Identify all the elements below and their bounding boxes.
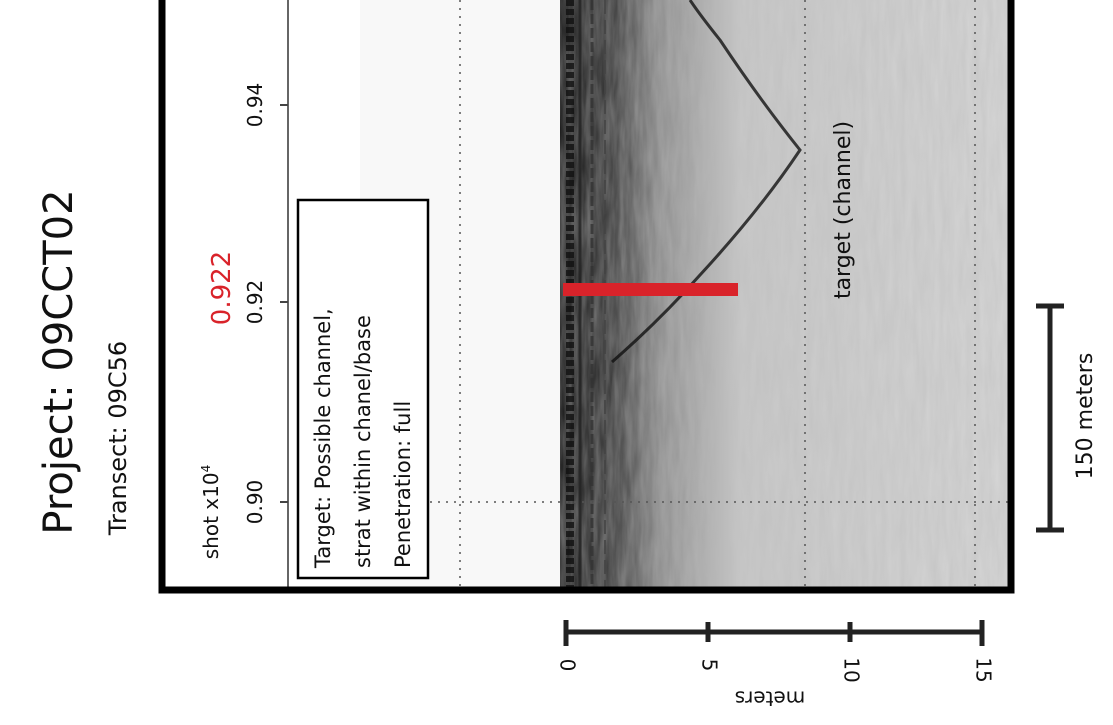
depth-tick-label: 15 [972, 657, 996, 682]
scale-bar-label: 150 meters [1073, 353, 1098, 480]
depth-axis [563, 620, 985, 646]
target-annotation: target (channel) [831, 121, 856, 299]
panel-frame [158, 0, 1015, 594]
shot-axis-label: shot x104 [199, 465, 223, 559]
shot-tick-label: 0.90 [243, 480, 267, 525]
depth-tick-label: 5 [698, 659, 722, 672]
depth-tick-label: 0 [556, 659, 580, 672]
depth-tick-label: 10 [840, 657, 864, 682]
depth-axis-label: meters [735, 687, 806, 711]
target-marker [563, 283, 738, 296]
seismic-panel [162, 0, 1011, 588]
transect-title: Transect: 09C56 [104, 341, 132, 536]
project-title: Project: 09CCT02 [36, 189, 82, 534]
shot-tick-label: 0.94 [243, 83, 267, 128]
note-line: Penetration: full [391, 401, 415, 568]
note-line: Target: Possible channel, [311, 308, 335, 569]
scale-bar [1036, 303, 1064, 533]
marker-label: 0.922 [207, 251, 237, 325]
note-box [296, 198, 430, 580]
note-line: strat within chanel/base [351, 315, 375, 568]
shot-tick-label: 0.92 [243, 280, 267, 325]
